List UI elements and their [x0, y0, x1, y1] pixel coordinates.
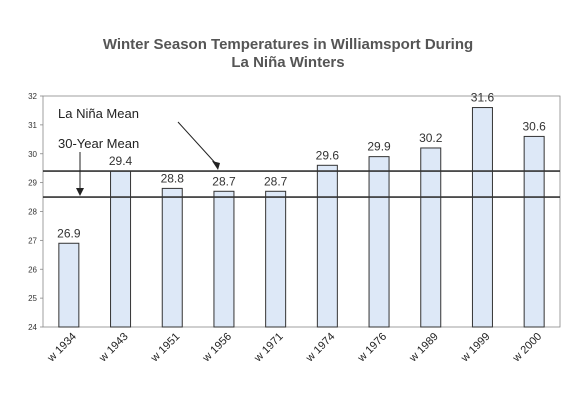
- y-tick-label: 31: [28, 121, 37, 130]
- bar: [523, 135, 545, 328]
- thirty-year-arrow-head: [76, 188, 84, 196]
- x-tick-label: w 1951: [148, 331, 182, 365]
- x-tick-label: w 1976: [355, 331, 389, 365]
- bar: [316, 164, 338, 328]
- bar-value-label: 28.8: [161, 171, 185, 185]
- x-tick-label: w 1999: [458, 331, 492, 365]
- chart-title-line2: La Niña Winters: [231, 54, 345, 71]
- x-tick-label: w 1956: [200, 331, 234, 365]
- bar-value-label: 30.2: [419, 131, 443, 145]
- y-tick-label: 26: [28, 265, 37, 274]
- bar-value-label: 26.9: [57, 226, 81, 240]
- y-tick-label: 28: [28, 208, 37, 217]
- y-tick-label: 25: [28, 294, 37, 303]
- y-tick-label: 30: [28, 150, 37, 159]
- thirty-year-mean-label: 30-Year Mean: [58, 136, 139, 151]
- la-nina-arrow-shaft: [177, 121, 219, 167]
- y-tick-label: 32: [28, 92, 37, 101]
- chart-title-line1: Winter Season Temperatures in Williamspo…: [102, 36, 474, 53]
- x-tick-label: w 1943: [96, 331, 130, 365]
- bar-value-label: 30.6: [522, 119, 546, 133]
- bar-value-label: 29.9: [367, 140, 391, 154]
- bar: [368, 156, 390, 328]
- bar-value-label: 29.6: [316, 148, 340, 162]
- bar: [161, 187, 183, 328]
- x-tick-label: w 2000: [510, 331, 544, 365]
- x-tick-label: w 1974: [303, 331, 337, 365]
- bar: [58, 242, 80, 328]
- bar: [471, 107, 493, 328]
- bar-value-label: 29.4: [109, 154, 133, 168]
- x-tick-label: w 1989: [407, 331, 441, 365]
- bar: [110, 170, 132, 328]
- bar: [213, 190, 235, 328]
- bar-value-label: 28.7: [212, 174, 236, 188]
- x-tick-label: w 1934: [45, 331, 79, 365]
- y-tick-label: 27: [28, 236, 37, 245]
- bar: [420, 147, 442, 328]
- bar-value-label: 31.6: [471, 91, 495, 105]
- la-nina-arrow-head: [212, 161, 220, 170]
- x-tick-label: w 1971: [251, 331, 285, 365]
- y-tick-label: 24: [28, 323, 37, 332]
- la-nina-mean-label: La Niña Mean: [58, 106, 139, 121]
- bar-value-label: 28.7: [264, 174, 288, 188]
- y-tick-label: 29: [28, 179, 37, 188]
- bar: [265, 190, 287, 328]
